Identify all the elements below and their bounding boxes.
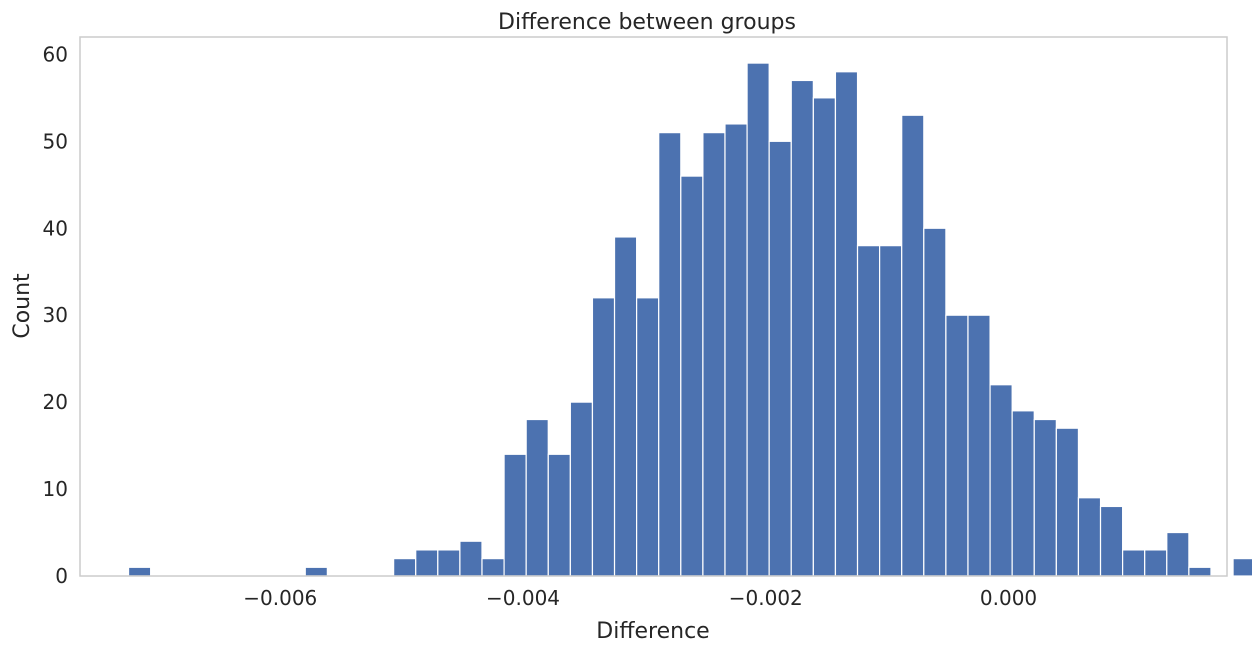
histogram-bar <box>569 401 594 577</box>
histogram-bar <box>1099 505 1124 577</box>
x-tick-label: −0.002 <box>729 586 803 610</box>
histogram-bar <box>1166 531 1190 577</box>
histogram-bar <box>393 558 417 577</box>
histogram-bar <box>415 549 439 577</box>
y-tick-label: 40 <box>43 216 68 240</box>
x-tick-label: 0.000 <box>980 586 1037 610</box>
histogram-bar <box>856 245 881 577</box>
y-tick-labels: 0 10 20 30 40 50 60 <box>43 42 68 588</box>
histogram-bar <box>591 297 616 577</box>
y-tick-label: 10 <box>43 477 68 501</box>
chart-title: Difference between groups <box>498 10 796 35</box>
histogram-bar <box>923 227 947 577</box>
histogram-bar <box>702 132 726 577</box>
histogram-bar <box>1077 497 1102 577</box>
histogram-bar <box>680 175 704 577</box>
histogram-bar <box>636 297 660 577</box>
histogram-bar <box>437 549 461 577</box>
histogram-bar <box>768 140 792 577</box>
histogram-bar <box>967 314 991 577</box>
histogram-bar <box>790 79 814 577</box>
y-tick-label: 0 <box>55 564 68 588</box>
histogram-bar <box>724 123 748 577</box>
histogram-bar <box>459 540 483 577</box>
histogram-bar <box>746 62 770 577</box>
histogram-bar <box>812 97 837 577</box>
histogram-bar <box>547 453 571 577</box>
plot-frame <box>79 36 1228 577</box>
histogram-bar <box>525 418 549 577</box>
histogram-bar <box>989 384 1013 577</box>
x-tick-label: −0.006 <box>243 586 317 610</box>
histogram-bar <box>1144 549 1168 577</box>
histogram-bar <box>945 314 969 577</box>
y-tick-label: 60 <box>43 42 68 66</box>
histogram-bar <box>901 114 925 577</box>
y-axis-title: Count <box>10 273 35 339</box>
y-tick-label: 20 <box>43 390 68 414</box>
x-tick-label: −0.004 <box>486 586 560 610</box>
histogram-bar <box>834 71 859 577</box>
y-tick-label: 30 <box>43 303 68 327</box>
histogram-bar <box>613 236 638 577</box>
histogram-bar <box>658 132 682 577</box>
histogram-bar <box>481 558 505 577</box>
histogram-bar <box>1011 410 1035 577</box>
x-tick-labels: −0.006 −0.004 −0.002 0.000 <box>243 586 1037 610</box>
histogram-bar <box>503 453 527 577</box>
bars-group <box>127 62 1252 577</box>
histogram-bar <box>127 566 152 577</box>
histogram-bar <box>1232 558 1252 577</box>
histogram-bar <box>1033 418 1057 577</box>
y-tick-label: 50 <box>43 129 68 153</box>
x-axis-title: Difference <box>596 619 709 644</box>
histogram-bar <box>879 245 903 577</box>
histogram-bar <box>304 566 328 577</box>
histogram-bar <box>1188 566 1212 577</box>
histogram-bar <box>1055 427 1080 577</box>
histogram-bar <box>1122 549 1146 577</box>
